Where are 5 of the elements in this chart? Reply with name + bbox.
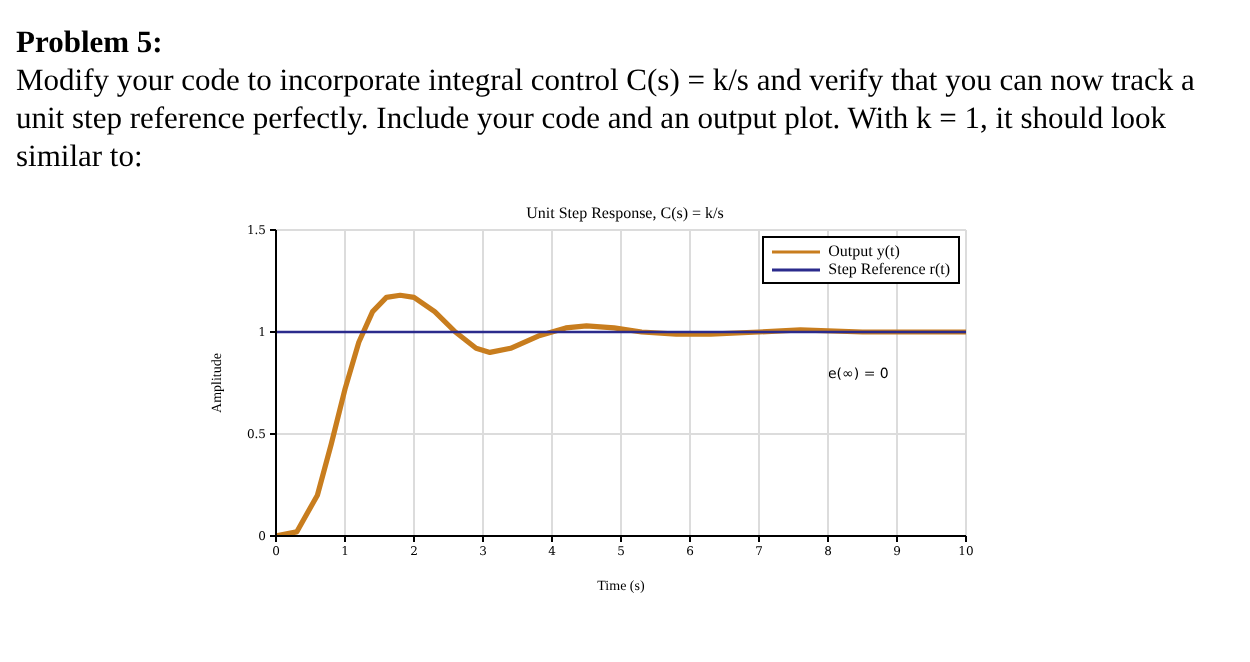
legend-label: Step Reference r(t) (828, 260, 950, 278)
text: Problem 5: (16, 24, 165, 62)
text: Modify your code to incorporate integral control C(s) = k/s and verify that you can now track a unit step reference perfectly. Include your code and an output plot. With k = 1, it should look similar to: (16, 62, 1197, 176)
chart-title: Unit Step Response, C(s) = k/s (524, 204, 726, 222)
legend-label: Output y(t) (828, 242, 900, 260)
